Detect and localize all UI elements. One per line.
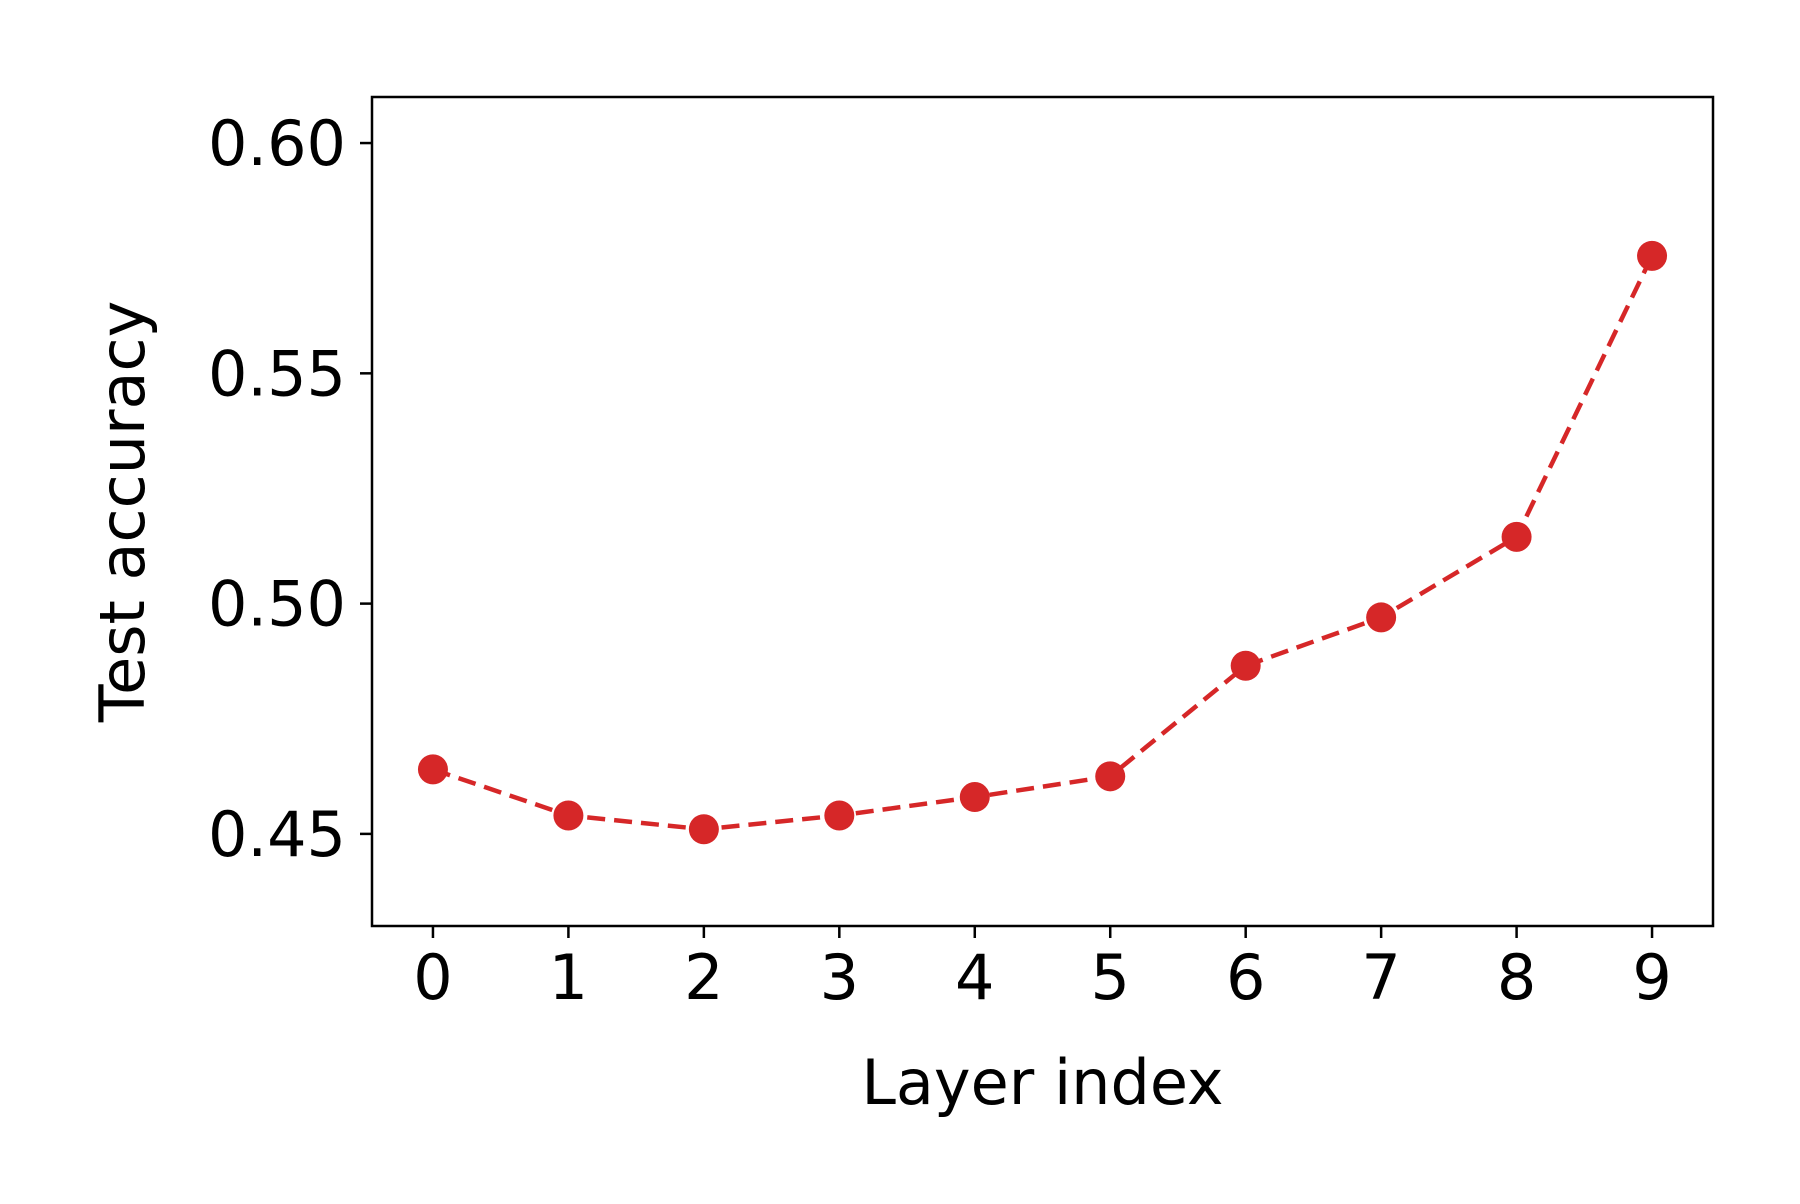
data-point xyxy=(553,800,584,831)
x-tick-label: 9 xyxy=(1632,941,1671,1014)
y-axis: 0.45 0.50 0.55 0.60 xyxy=(208,107,372,871)
data-point xyxy=(688,814,719,845)
x-tick-label: 5 xyxy=(1091,941,1130,1014)
x-tick-label: 0 xyxy=(413,941,452,1014)
x-tick-label: 2 xyxy=(684,941,723,1014)
y-tick-label: 0.50 xyxy=(208,568,346,641)
data-point xyxy=(417,754,448,785)
plot-frame xyxy=(370,95,1715,928)
data-point xyxy=(1095,761,1126,792)
data-point xyxy=(824,800,855,831)
y-tick-label: 0.45 xyxy=(208,798,346,871)
data-point xyxy=(1366,602,1397,633)
series-line xyxy=(432,254,1655,832)
x-axis: 0 1 2 3 4 5 6 7 8 9 xyxy=(413,926,1672,1014)
x-tick-label: 3 xyxy=(820,941,859,1014)
y-tick-label: 0.60 xyxy=(208,107,346,180)
x-axis-label: Layer index xyxy=(861,1046,1223,1119)
x-tick-label: 7 xyxy=(1361,941,1400,1014)
data-point xyxy=(1637,240,1668,271)
x-tick-label: 4 xyxy=(955,941,994,1014)
plot-area xyxy=(370,95,1715,928)
data-point xyxy=(959,782,990,813)
series-layer xyxy=(417,240,1668,845)
data-point xyxy=(1230,650,1261,681)
data-point xyxy=(1501,521,1532,552)
x-tick-label: 6 xyxy=(1226,941,1265,1014)
x-tick-label: 8 xyxy=(1497,941,1536,1014)
y-axis-label: Test accuracy xyxy=(86,301,159,724)
y-tick-label: 0.55 xyxy=(208,337,346,410)
x-tick-label: 1 xyxy=(549,941,588,1014)
